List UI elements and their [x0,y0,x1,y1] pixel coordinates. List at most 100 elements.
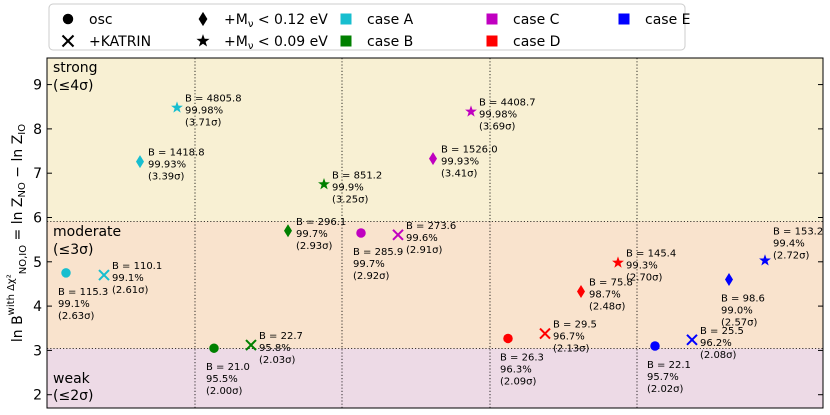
probability-label: 99.98% [479,110,517,121]
y-axis-title: ln Bwith Δχ²NO,IO = ln ZNO − ln ZIO [6,124,29,342]
region-sublabel-weak: (≤2σ) [53,388,93,404]
y-tick-label-9: 9 [33,78,42,94]
significance-label: (2.70σ) [626,273,663,284]
point-label: B = 285.999.7%(2.92σ) [353,247,403,282]
bayes-factor-label: B = 21.0 [206,362,250,373]
point-case-a-x [98,269,110,281]
point-label: B = 75.898.7%(2.48σ) [589,277,633,312]
point-case-e-x [686,334,698,346]
legend-label-4: case A [367,12,414,28]
point-case-c-circle [356,228,366,238]
bayes-factor-label: B = 98.6 [721,294,765,305]
region-moderate [47,221,823,349]
point-label: B = 115.399.1%(2.63σ) [58,287,108,322]
legend-marker-1-stroke-b [61,34,75,48]
probability-label: 99.3% [626,261,658,272]
point-case-e-x-stroke-b [686,334,698,346]
legend-marker-5 [340,35,352,47]
bayes-factor-label: B = 273.6 [406,221,456,232]
legend-marker-6 [486,13,498,25]
point-case-b-diamond [284,224,292,238]
probability-label: 95.7% [647,372,679,383]
legend-label-0: osc [89,12,113,28]
legend-marker-4 [340,13,352,25]
bayes-factor-label: B = 22.1 [647,360,691,371]
bayes-factor-label: B = 22.7 [259,331,303,342]
significance-label: (2.61σ) [112,285,149,296]
legend-label-2: +Mν < 0.12 eV [224,12,328,30]
point-label: B = 26.396.3%(2.09σ) [500,352,544,387]
legend-label-7: case D [513,34,560,50]
point-case-e-circle [650,341,660,351]
bayes-factor-label: B = 1526.0 [441,145,498,156]
point-case-b-star [318,178,330,190]
bayes-factor-label: B = 4805.8 [185,94,242,105]
y-tick-label-8: 8 [33,122,42,138]
probability-label: 95.8% [259,343,291,354]
bayes-factor-label: B = 1418.8 [148,148,205,159]
grid-lines [47,58,823,408]
significance-label: (2.02σ) [647,384,684,395]
point-label: B = 21.095.5%(2.00σ) [206,362,250,397]
point-case-e-diamond [725,273,733,287]
legend-label-6: case C [513,12,560,28]
legend-marker-3 [196,34,210,47]
point-case-c-x-stroke-b [392,229,404,241]
probability-label: 99.93% [441,157,479,168]
region-label-strong: strong [53,60,98,76]
significance-label: (3.71σ) [185,118,222,129]
point-label: B = 1526.099.93%(3.41σ) [441,145,498,180]
legend: osc +KATRIN +Mν < 0.12 eV +Mν < 0.09 eV case… [48,3,690,52]
point-case-c-diamond [429,152,437,166]
y-tick-label-4: 4 [33,299,42,315]
y-tick-label-2: 2 [33,388,42,404]
axes: 2 3 4 5 6 7 8 9 [33,57,824,409]
significance-label: (2.72σ) [773,250,810,261]
y-tick-label-5: 5 [33,255,42,271]
significance-label: (2.13σ) [553,344,590,355]
region-labels: strong (≤4σ) moderate (≤3σ) weak(≤2σ) [53,60,121,404]
point-case-d-circle [503,333,513,344]
point-label: B = 1418.899.93%(3.39σ) [148,148,205,183]
significance-label: (3.25σ) [332,194,369,205]
legend-marker-1 [61,34,75,48]
bayes-factor-label: B = 296.1 [296,217,346,228]
legend-marker-8 [618,13,630,25]
probability-label: 99.93% [148,160,186,171]
region-sublabel-strong: (≤4σ) [53,78,93,94]
significance-label: (3.69σ) [479,122,516,133]
significance-label: (2.57σ) [721,318,758,329]
significance-label: (2.00σ) [206,386,243,397]
point-label: B = 851.299.9%(3.25σ) [332,170,382,205]
probability-label: 99.1% [58,299,90,310]
significance-label: (2.08σ) [700,350,737,361]
point-case-a-x-stroke-b [98,269,110,281]
significance-label: (2.91σ) [406,245,443,256]
probability-label: 99.4% [773,238,805,249]
point-case-d-star [612,256,624,268]
probability-label: 99.0% [721,306,753,317]
legend-marker-0 [62,13,74,25]
bayes-factor-label: B = 29.5 [553,320,597,331]
y-axis-label: ln Bwith Δχ²NO,IO = ln ZNO − ln ZIO [6,124,29,342]
point-case-a-diamond [136,155,144,169]
point-label: B = 22.795.8%(2.03σ) [259,331,303,366]
point-label: B = 110.199.1%(2.61σ) [112,261,162,296]
point-label: B = 4805.899.98%(3.71σ) [185,94,242,129]
probability-label: 98.7% [589,289,621,300]
point-case-d-diamond [577,284,585,298]
region-sublabel-moderate: (≤3σ) [53,242,93,258]
point-label: B = 296.199.7%(2.93σ) [296,217,346,252]
significance-label: (2.48σ) [589,301,626,312]
region-label-moderate: moderate [53,224,121,240]
legend-label-5: case B [367,34,413,50]
point-label: B = 98.699.0%(2.57σ) [721,294,765,329]
point-case-b-x-stroke-b [245,339,257,351]
probability-label: 99.7% [353,259,385,270]
legend-marker-2 [198,11,208,27]
bayes-factor-label: B = 851.2 [332,170,382,181]
point-case-d-x [539,327,551,340]
probability-label: 95.5% [206,374,238,385]
significance-label: (2.92σ) [353,271,390,282]
